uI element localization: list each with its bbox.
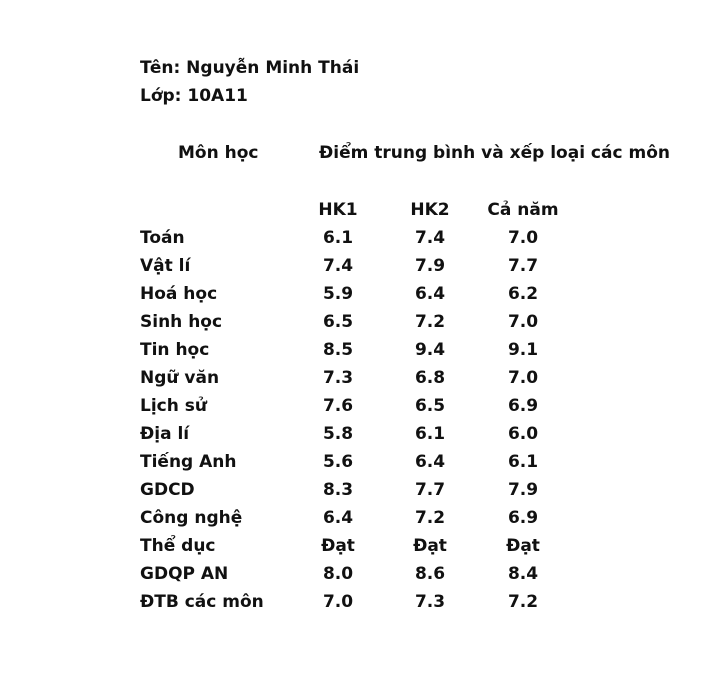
score-hk2: 7.2 bbox=[414, 508, 446, 528]
column-header-full-year: Cả năm bbox=[487, 200, 559, 220]
score-hk2: 6.1 bbox=[414, 424, 446, 444]
subject-name: Vật lí bbox=[140, 256, 191, 276]
subject-name: Toán bbox=[140, 228, 185, 248]
table-row: Vật lí 7.4 7.9 7.7 bbox=[0, 254, 728, 282]
student-class-line: Lớp: 10A11 bbox=[140, 86, 248, 106]
score-hk1: 5.9 bbox=[322, 284, 354, 304]
score-full-year: 7.0 bbox=[507, 368, 539, 388]
table-row: Địa lí 5.8 6.1 6.0 bbox=[0, 422, 728, 450]
table-row: GDQP AN 8.0 8.6 8.4 bbox=[0, 562, 728, 590]
subject-column-header: Môn học bbox=[178, 143, 259, 163]
score-hk2: 7.2 bbox=[414, 312, 446, 332]
subject-name: GDCD bbox=[140, 480, 195, 500]
score-hk2: 8.6 bbox=[414, 564, 446, 584]
table-row: Toán 6.1 7.4 7.0 bbox=[0, 226, 728, 254]
score-hk1: 6.4 bbox=[322, 508, 354, 528]
score-hk1: 7.4 bbox=[322, 256, 354, 276]
score-full-year: 7.2 bbox=[507, 592, 539, 612]
score-full-year: 6.9 bbox=[507, 508, 539, 528]
score-hk2: Đạt bbox=[413, 536, 447, 556]
score-hk1: 8.5 bbox=[322, 340, 354, 360]
table-row: Hoá học 5.9 6.4 6.2 bbox=[0, 282, 728, 310]
subject-name: Thể dục bbox=[140, 536, 216, 556]
score-hk1: 7.3 bbox=[322, 368, 354, 388]
score-hk1: 5.6 bbox=[322, 452, 354, 472]
subject-name: Tiếng Anh bbox=[140, 452, 237, 472]
scores-group-header: Điểm trung bình và xếp loại các môn bbox=[319, 143, 670, 163]
score-full-year: 9.1 bbox=[507, 340, 539, 360]
score-full-year: 7.7 bbox=[507, 256, 539, 276]
score-hk2: 6.4 bbox=[414, 284, 446, 304]
score-full-year: 7.0 bbox=[507, 228, 539, 248]
score-hk2: 7.3 bbox=[414, 592, 446, 612]
score-full-year: Đạt bbox=[506, 536, 540, 556]
score-full-year: 6.2 bbox=[507, 284, 539, 304]
subject-name: Ngữ văn bbox=[140, 368, 220, 388]
subject-name: ĐTB các môn bbox=[140, 592, 264, 612]
score-full-year: 7.0 bbox=[507, 312, 539, 332]
score-hk2: 9.4 bbox=[414, 340, 446, 360]
score-hk1: 7.6 bbox=[322, 396, 354, 416]
subject-name: Hoá học bbox=[140, 284, 218, 304]
table-row: Sinh học 6.5 7.2 7.0 bbox=[0, 310, 728, 338]
score-hk1: 8.3 bbox=[322, 480, 354, 500]
column-header-hk2: HK2 bbox=[410, 200, 450, 220]
score-hk1: Đạt bbox=[321, 536, 355, 556]
student-name-line: Tên: Nguyễn Minh Thái bbox=[140, 58, 360, 78]
table-row: Lịch sử 7.6 6.5 6.9 bbox=[0, 394, 728, 422]
score-hk2: 6.5 bbox=[414, 396, 446, 416]
table-row: GDCD 8.3 7.7 7.9 bbox=[0, 478, 728, 506]
subject-name: Lịch sử bbox=[140, 396, 207, 416]
table-row-average: ĐTB các môn 7.0 7.3 7.2 bbox=[0, 590, 728, 618]
score-hk1: 7.0 bbox=[322, 592, 354, 612]
table-row: Tin học 8.5 9.4 9.1 bbox=[0, 338, 728, 366]
subject-name: Địa lí bbox=[140, 424, 190, 444]
table-row: Công nghệ 6.4 7.2 6.9 bbox=[0, 506, 728, 534]
score-hk2: 6.4 bbox=[414, 452, 446, 472]
score-hk1: 6.1 bbox=[322, 228, 354, 248]
score-hk1: 6.5 bbox=[322, 312, 354, 332]
score-hk2: 6.8 bbox=[414, 368, 446, 388]
score-full-year: 8.4 bbox=[507, 564, 539, 584]
table-row: Ngữ văn 7.3 6.8 7.0 bbox=[0, 366, 728, 394]
score-hk1: 5.8 bbox=[322, 424, 354, 444]
score-full-year: 6.1 bbox=[507, 452, 539, 472]
subject-name: Sinh học bbox=[140, 312, 223, 332]
column-header-hk1: HK1 bbox=[318, 200, 358, 220]
table-row: Tiếng Anh 5.6 6.4 6.1 bbox=[0, 450, 728, 478]
score-full-year: 6.9 bbox=[507, 396, 539, 416]
score-full-year: 6.0 bbox=[507, 424, 539, 444]
score-hk2: 7.7 bbox=[414, 480, 446, 500]
subject-name: GDQP AN bbox=[140, 564, 229, 584]
score-hk2: 7.9 bbox=[414, 256, 446, 276]
table-row: Thể dục Đạt Đạt Đạt bbox=[0, 534, 728, 562]
grades-table-body: Toán 6.1 7.4 7.0 Vật lí 7.4 7.9 7.7 Hoá … bbox=[0, 226, 728, 618]
score-full-year: 7.9 bbox=[507, 480, 539, 500]
score-hk2: 7.4 bbox=[414, 228, 446, 248]
subject-name: Tin học bbox=[140, 340, 210, 360]
subject-name: Công nghệ bbox=[140, 508, 243, 528]
score-hk1: 8.0 bbox=[322, 564, 354, 584]
